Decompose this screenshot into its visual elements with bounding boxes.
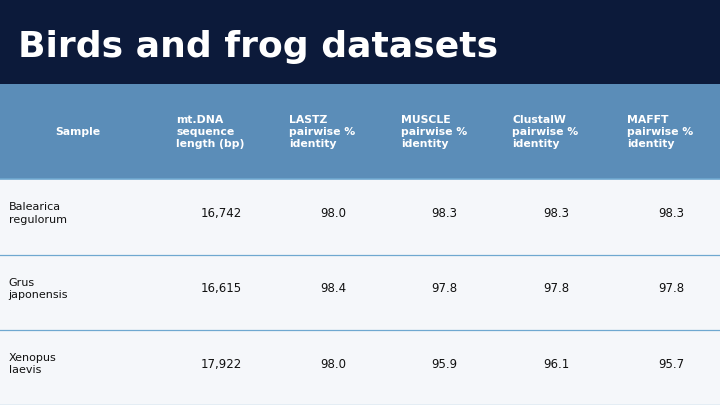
Text: ClustalW
pairwise %
identity: ClustalW pairwise % identity bbox=[512, 115, 579, 149]
Text: MAFFT
pairwise %
identity: MAFFT pairwise % identity bbox=[627, 115, 694, 149]
Text: 98.0: 98.0 bbox=[320, 358, 346, 371]
Bar bbox=[0, 80, 720, 179]
Text: 97.8: 97.8 bbox=[431, 282, 458, 295]
Text: 96.1: 96.1 bbox=[543, 358, 570, 371]
Bar bbox=[0, 330, 720, 405]
Text: 95.7: 95.7 bbox=[658, 358, 685, 371]
Text: Sample: Sample bbox=[55, 127, 100, 136]
Text: 98.4: 98.4 bbox=[320, 282, 346, 295]
Text: Birds and frog datasets: Birds and frog datasets bbox=[18, 30, 498, 64]
Text: 17,922: 17,922 bbox=[201, 358, 242, 371]
Bar bbox=[0, 179, 720, 254]
Text: 98.0: 98.0 bbox=[320, 207, 346, 220]
Text: 98.3: 98.3 bbox=[543, 207, 570, 220]
Text: LASTZ
pairwise %
identity: LASTZ pairwise % identity bbox=[289, 115, 356, 149]
Text: mt.DNA
sequence
length (bp): mt.DNA sequence length (bp) bbox=[176, 115, 245, 149]
Bar bbox=[0, 80, 720, 84]
Text: 98.3: 98.3 bbox=[431, 207, 458, 220]
Bar bbox=[0, 254, 720, 330]
Text: 16,742: 16,742 bbox=[201, 207, 242, 220]
Text: 97.8: 97.8 bbox=[543, 282, 570, 295]
Text: 97.8: 97.8 bbox=[658, 282, 685, 295]
Text: 16,615: 16,615 bbox=[201, 282, 242, 295]
Text: Xenopus
laevis: Xenopus laevis bbox=[9, 353, 56, 375]
Text: MUSCLE
pairwise %
identity: MUSCLE pairwise % identity bbox=[400, 115, 467, 149]
Text: Grus
japonensis: Grus japonensis bbox=[9, 278, 68, 300]
Text: 98.3: 98.3 bbox=[658, 207, 685, 220]
Text: 95.9: 95.9 bbox=[431, 358, 458, 371]
Text: Balearica
regulorum: Balearica regulorum bbox=[9, 202, 67, 225]
